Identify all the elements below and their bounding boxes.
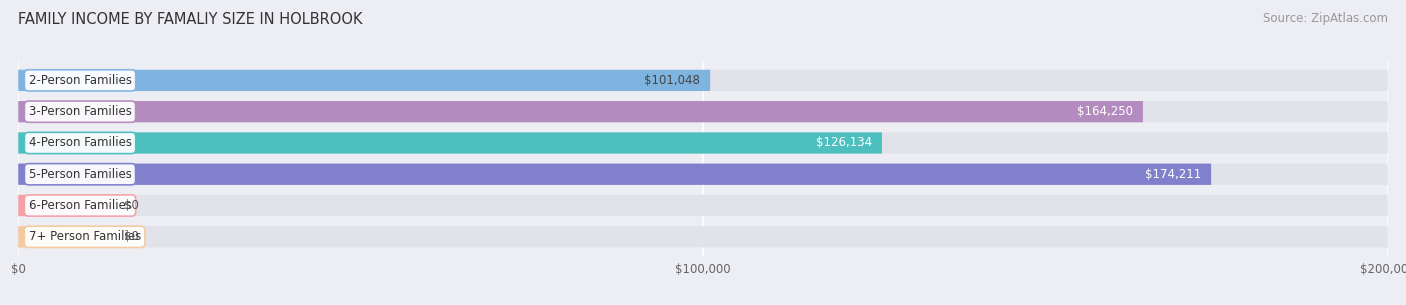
Text: FAMILY INCOME BY FAMALIY SIZE IN HOLBROOK: FAMILY INCOME BY FAMALIY SIZE IN HOLBROO… <box>18 12 363 27</box>
FancyBboxPatch shape <box>18 132 882 154</box>
Text: 6-Person Families: 6-Person Families <box>28 199 132 212</box>
FancyBboxPatch shape <box>18 70 710 91</box>
FancyBboxPatch shape <box>18 226 107 247</box>
FancyBboxPatch shape <box>18 195 107 216</box>
Text: 2-Person Families: 2-Person Families <box>28 74 132 87</box>
Text: 3-Person Families: 3-Person Families <box>28 105 131 118</box>
FancyBboxPatch shape <box>18 226 1388 247</box>
Text: $0: $0 <box>124 199 139 212</box>
FancyBboxPatch shape <box>18 195 1388 216</box>
Text: 4-Person Families: 4-Person Families <box>28 136 132 149</box>
Text: $174,211: $174,211 <box>1144 168 1201 181</box>
FancyBboxPatch shape <box>18 101 1388 122</box>
FancyBboxPatch shape <box>18 163 1388 185</box>
FancyBboxPatch shape <box>18 132 1388 154</box>
Text: $0: $0 <box>124 230 139 243</box>
FancyBboxPatch shape <box>18 70 1388 91</box>
Text: $164,250: $164,250 <box>1077 105 1133 118</box>
FancyBboxPatch shape <box>18 163 1211 185</box>
Text: $126,134: $126,134 <box>815 136 872 149</box>
Text: Source: ZipAtlas.com: Source: ZipAtlas.com <box>1263 12 1388 25</box>
Text: $101,048: $101,048 <box>644 74 700 87</box>
Text: 7+ Person Families: 7+ Person Families <box>28 230 141 243</box>
FancyBboxPatch shape <box>18 101 1143 122</box>
Text: 5-Person Families: 5-Person Families <box>28 168 131 181</box>
